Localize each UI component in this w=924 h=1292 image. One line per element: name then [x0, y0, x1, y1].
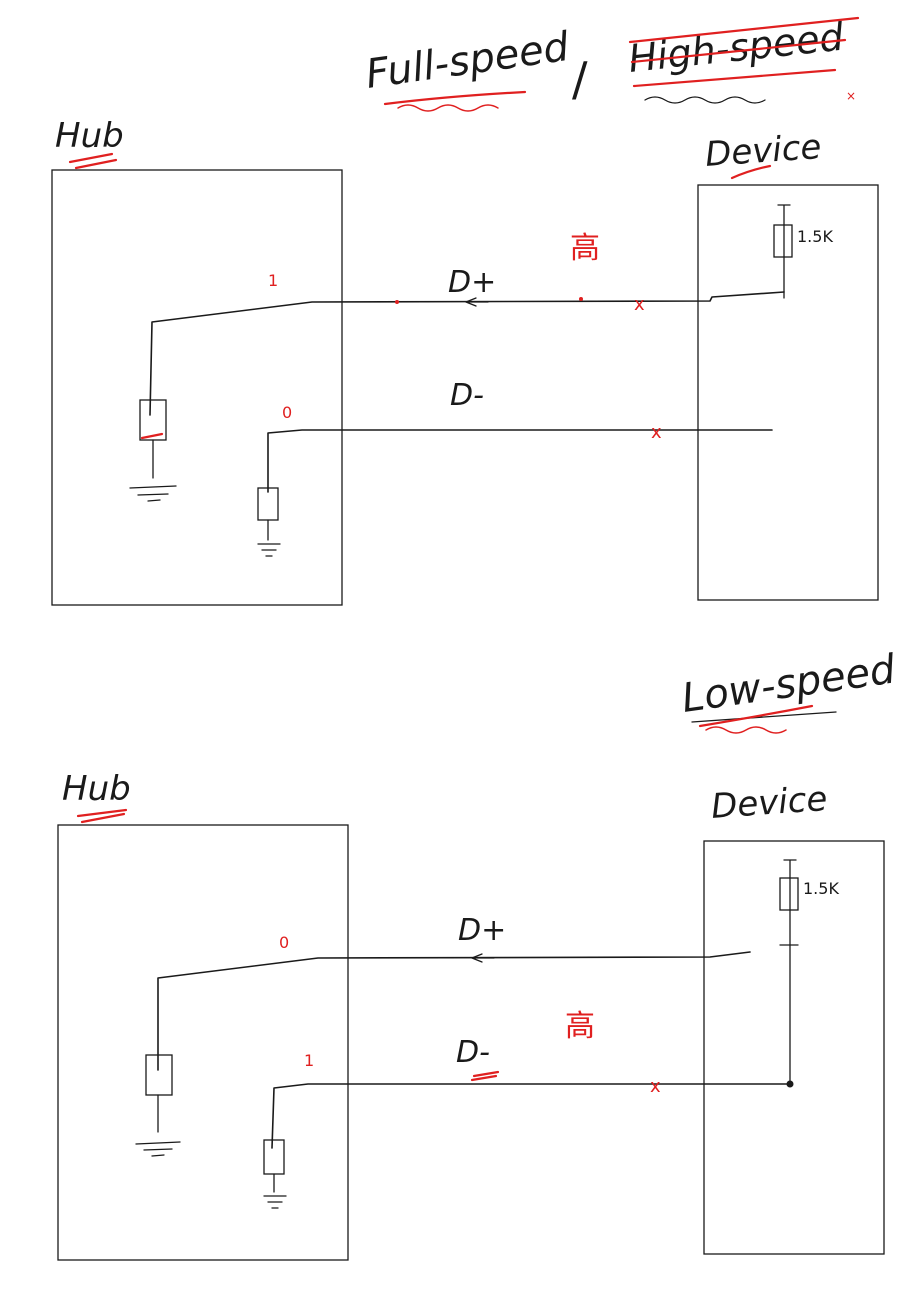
low-speed-wavy-underline: [705, 726, 787, 734]
bottom-hub-label: Hub: [62, 769, 131, 809]
top-dplus-line: [149, 291, 785, 416]
top-dminus-line: [267, 429, 773, 493]
bottom-device-junction-dot: [786, 1080, 794, 1088]
bottom-hub-underline-1: [76, 808, 128, 818]
top-device-underline: [730, 164, 772, 180]
title-separator: /: [572, 52, 588, 106]
title-cross-mark: ×: [846, 89, 856, 103]
bottom-dplus-arrow: [471, 953, 495, 963]
top-device-resistor-value: 1.5K: [797, 227, 833, 246]
top-hub-resistor-1-mark: [140, 432, 164, 440]
top-dminus-state: 0: [282, 403, 292, 422]
bottom-diagram: Low-speed Hub Device D+ 0 D- 1 x 高 1.5: [57, 646, 899, 1261]
high-speed-wavy-underline: [644, 96, 766, 104]
low-speed-underline: [691, 711, 837, 723]
bottom-dplus-state: 0: [279, 933, 289, 952]
bottom-dminus-cross: x: [650, 1076, 661, 1097]
top-device-pullup-wire: [777, 204, 791, 299]
top-high-note: 高: [570, 231, 600, 266]
top-dplus-label: D+: [448, 265, 496, 300]
top-device-box: [697, 184, 879, 601]
full-speed-wavy-underline: [397, 104, 499, 112]
bottom-device-box: [703, 840, 885, 1255]
strike-line-3: [632, 68, 837, 88]
top-hub-underline-1: [68, 152, 114, 164]
bottom-dplus-line: [157, 951, 751, 1071]
top-hub-underline-2: [74, 158, 118, 170]
strike-line-2: [630, 38, 847, 64]
bottom-dminus-underline: [470, 1070, 500, 1082]
bottom-dplus-label: D+: [458, 913, 506, 948]
full-speed-underline: [383, 90, 527, 106]
top-hub-ground-2: [257, 519, 281, 557]
top-hub-label: Hub: [55, 116, 124, 156]
bottom-dminus-state: 1: [304, 1051, 314, 1070]
top-hub-ground-1: [129, 439, 177, 502]
bottom-hub-ground-2: [263, 1173, 287, 1209]
bottom-high-note: 高: [565, 1009, 595, 1044]
title-group: Full-speed / High-speed ×: [363, 15, 860, 112]
bottom-hub-box: [57, 824, 349, 1261]
top-device-pullup-resistor: [773, 224, 793, 258]
low-speed-red-underline: [698, 704, 814, 728]
bottom-device-pullup-wire: [779, 859, 799, 1085]
strike-line-1: [628, 16, 860, 44]
top-dplus-state: 1: [268, 271, 278, 290]
bottom-hub-underline-2: [80, 812, 126, 824]
top-dminus-label: D-: [450, 378, 484, 413]
top-dplus-arrow: [465, 297, 489, 307]
bottom-hub-resistor-1: [145, 1054, 173, 1096]
bottom-hub-resistor-2: [263, 1139, 285, 1175]
bottom-hub-ground-1: [135, 1094, 181, 1157]
bottom-device-resistor-value: 1.5K: [803, 879, 839, 898]
bottom-device-pullup-resistor: [779, 877, 799, 911]
full-speed-title: Full-speed: [363, 24, 572, 98]
top-dminus-cross: x: [651, 422, 662, 443]
top-dplus-dot-1: [395, 300, 399, 304]
top-diagram: Hub Device D+ 1 x 高 D- 0 x 1.5K: [51, 116, 879, 606]
top-hub-box: [51, 169, 343, 606]
bottom-dminus-line: [271, 1083, 791, 1149]
top-dplus-cross: x: [634, 294, 645, 315]
bottom-device-label: Device: [710, 779, 829, 827]
top-dplus-dot-2: [579, 297, 583, 301]
bottom-dminus-label: D-: [456, 1035, 490, 1070]
